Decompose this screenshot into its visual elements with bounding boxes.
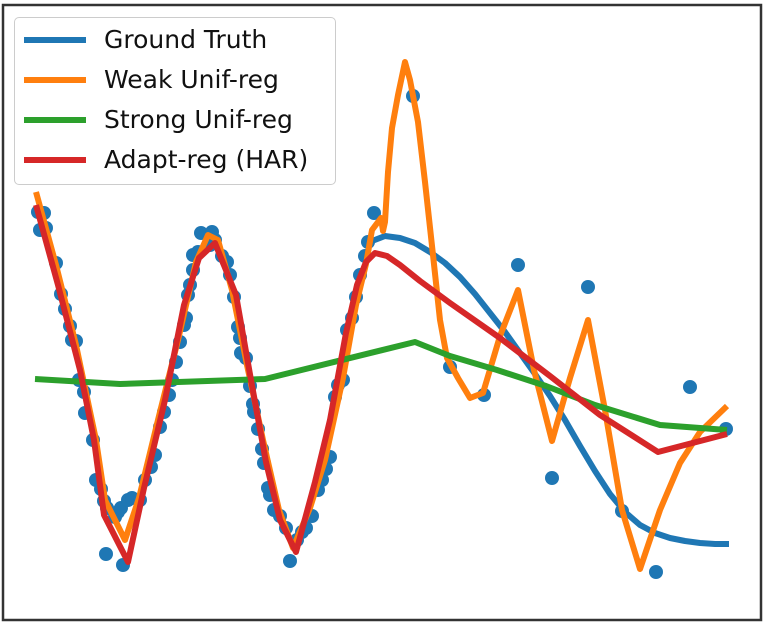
legend-item-weak-unif-reg: Weak Unif-reg xyxy=(15,62,335,98)
legend: Ground Truth Weak Unif-reg Strong Unif-r… xyxy=(14,17,336,185)
plot-frame xyxy=(1,3,763,622)
legend-item-ground-truth: Ground Truth xyxy=(15,22,335,58)
legend-swatch-adapt-reg-har xyxy=(24,157,86,163)
legend-item-strong-unif-reg: Strong Unif-reg xyxy=(15,102,335,138)
legend-item-adapt-reg-har: Adapt-reg (HAR) xyxy=(15,142,335,178)
line-strong-unif-reg xyxy=(34,339,728,433)
legend-swatch-ground-truth xyxy=(24,37,86,43)
legend-label-weak-unif-reg: Weak Unif-reg xyxy=(104,65,279,94)
legend-label-adapt-reg-har: Adapt-reg (HAR) xyxy=(104,145,309,174)
line-adapt-reg-har xyxy=(33,204,728,565)
legend-label-ground-truth: Ground Truth xyxy=(104,25,268,54)
data-point xyxy=(367,206,381,220)
data-point xyxy=(283,554,297,568)
legend-swatch-strong-unif-reg xyxy=(24,117,86,123)
data-point xyxy=(511,258,525,272)
data-point xyxy=(649,565,663,579)
data-point xyxy=(581,280,595,294)
data-point xyxy=(545,471,559,485)
legend-label-strong-unif-reg: Strong Unif-reg xyxy=(104,105,293,134)
data-point xyxy=(99,547,113,561)
legend-swatch-weak-unif-reg xyxy=(24,77,86,83)
series-layer xyxy=(31,59,733,579)
data-point xyxy=(683,380,697,394)
